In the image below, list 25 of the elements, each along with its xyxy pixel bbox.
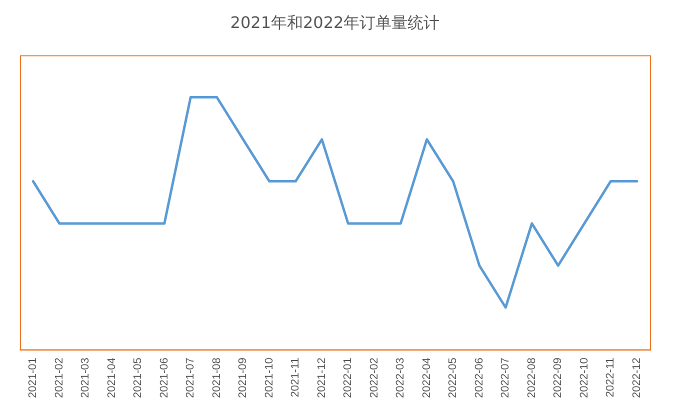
x-tick-label: 2022-07: [500, 358, 512, 398]
x-tick-label: 2021-06: [158, 358, 170, 398]
x-tick-label: 2021-08: [210, 358, 223, 398]
x-tick-label: 2022-10: [578, 358, 590, 398]
x-tick-label: 2021-05: [132, 358, 144, 398]
x-tick-label: 2021-02: [53, 358, 66, 398]
x-tick-label: 2021-12: [316, 358, 328, 398]
x-tick-label: 2022-01: [342, 358, 354, 398]
x-tick-label: 2021-04: [106, 358, 118, 398]
x-tick-label: 2022-02: [368, 358, 380, 398]
x-tick-label: 2021-07: [184, 358, 197, 398]
x-tick-label: 2022-05: [447, 358, 460, 398]
x-tick-label: 2021-03: [80, 358, 92, 398]
x-tick-label: 2022-04: [420, 358, 433, 398]
x-tick-label: 2022-06: [473, 358, 486, 398]
x-tick-label: 2022-08: [526, 358, 538, 398]
x-tick-label: 2021-01: [27, 358, 40, 398]
x-tick-label: 2022-09: [552, 358, 564, 398]
x-tick-label: 2022-03: [394, 358, 407, 398]
x-tick-label: 2022-12: [630, 358, 643, 398]
x-tick-label: 2021-09: [237, 358, 250, 398]
x-tick-label: 2021-10: [263, 358, 276, 398]
chart-title: 2021年和2022年订单量统计: [230, 12, 440, 32]
x-tick-label: 2022-11: [604, 358, 617, 398]
x-tick-label: 2021-11: [290, 358, 302, 398]
